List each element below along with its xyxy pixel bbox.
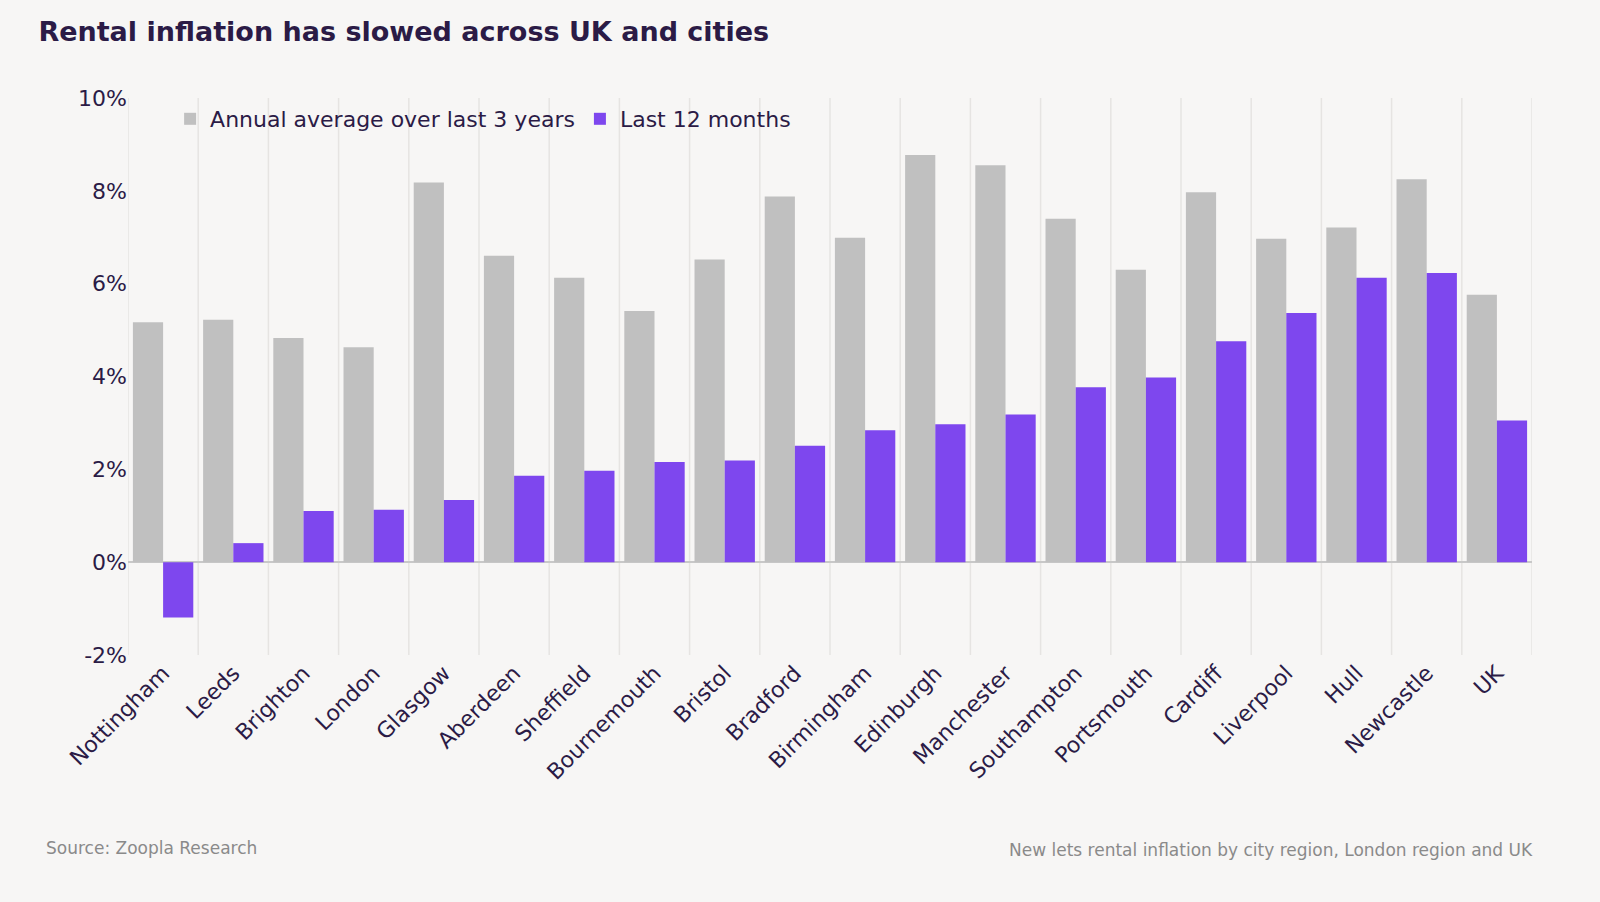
svg-text:Newcastle: Newcastle (1340, 661, 1438, 759)
svg-text:Sheffield: Sheffield (510, 661, 596, 747)
svg-text:10%: 10% (78, 86, 127, 111)
svg-text:Bournemouth: Bournemouth (542, 661, 666, 785)
svg-text:Liverpool: Liverpool (1209, 661, 1298, 750)
svg-text:2%: 2% (92, 457, 127, 482)
svg-text:New lets rental inflation by c: New lets rental inflation by city region… (1009, 840, 1533, 860)
svg-text:Birmingham: Birmingham (764, 661, 877, 774)
svg-text:Glasgow: Glasgow (371, 661, 455, 745)
svg-text:Edinburgh: Edinburgh (849, 661, 946, 758)
svg-text:UK: UK (1469, 660, 1509, 700)
svg-text:Leeds: Leeds (181, 661, 244, 724)
svg-text:Bradford: Bradford (721, 661, 806, 746)
svg-text:London: London (310, 661, 385, 736)
svg-text:4%: 4% (92, 364, 127, 389)
svg-text:8%: 8% (92, 179, 127, 204)
svg-text:6%: 6% (92, 271, 127, 296)
svg-text:Hull: Hull (1320, 661, 1368, 709)
svg-text:Aberdeen: Aberdeen (433, 661, 526, 754)
svg-text:Cardiff: Cardiff (1158, 660, 1228, 730)
svg-text:Source: Zoopla Research: Source: Zoopla Research (46, 838, 257, 858)
svg-text:Last 12 months: Last 12 months (620, 107, 791, 132)
svg-text:0%: 0% (92, 550, 127, 575)
svg-text:-2%: -2% (84, 643, 127, 668)
svg-text:Portsmouth: Portsmouth (1050, 661, 1157, 768)
svg-text:Manchester: Manchester (908, 660, 1017, 769)
svg-text:Brighton: Brighton (231, 661, 315, 745)
svg-text:Nottingham: Nottingham (65, 661, 175, 771)
svg-text:Annual average over last 3 yea: Annual average over last 3 years (210, 107, 575, 132)
svg-text:Bristol: Bristol (669, 661, 736, 728)
svg-text:Southampton: Southampton (964, 661, 1087, 784)
svg-text:Rental inflation has slowed ac: Rental inflation has slowed across UK an… (38, 16, 769, 47)
